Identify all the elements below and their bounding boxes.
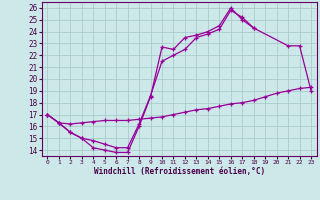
- X-axis label: Windchill (Refroidissement éolien,°C): Windchill (Refroidissement éolien,°C): [94, 167, 265, 176]
